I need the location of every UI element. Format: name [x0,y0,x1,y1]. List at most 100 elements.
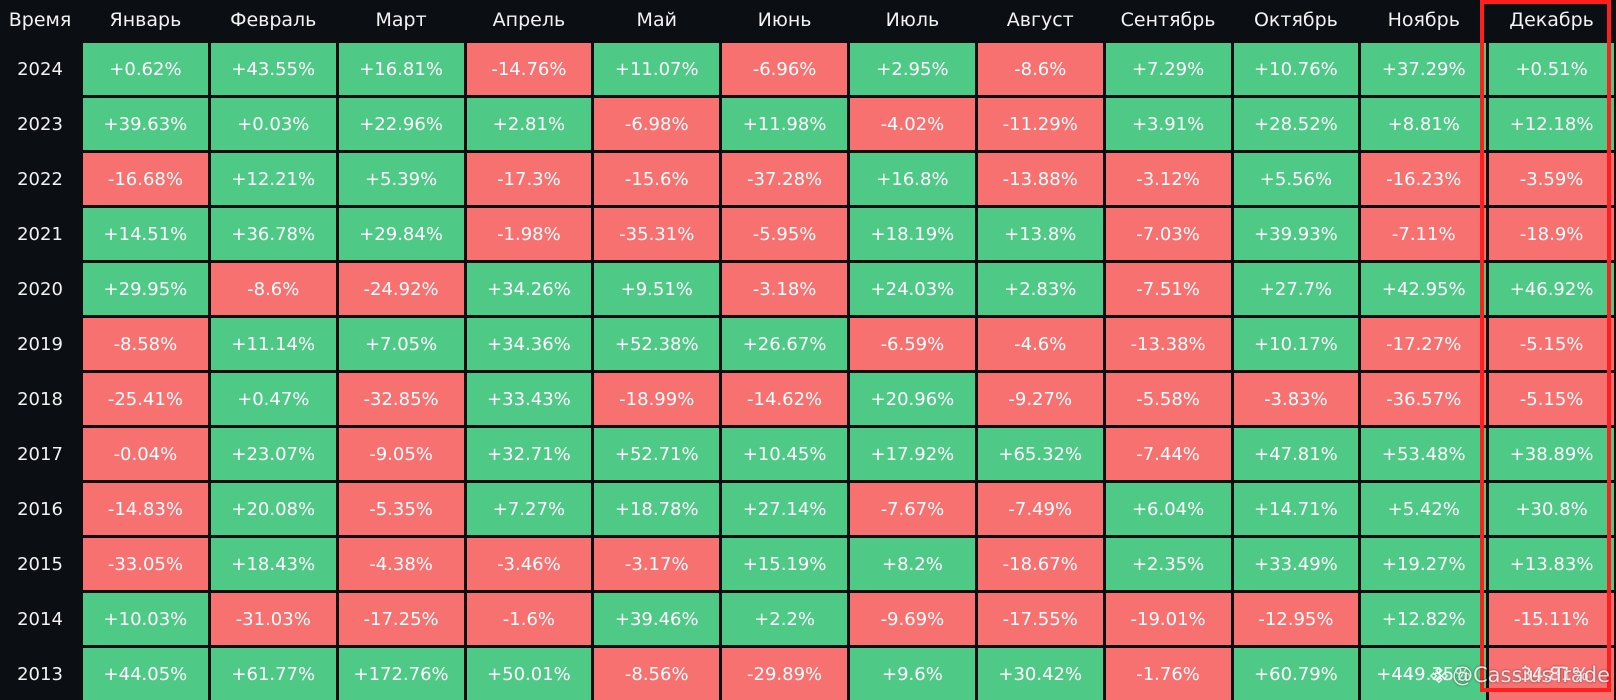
return-cell: +18.43% [210,538,336,590]
return-cell: +11.98% [722,98,847,150]
return-cell: -17.55% [977,593,1103,645]
return-cell: -3.18% [722,263,847,315]
return-cell: +12.82% [1361,593,1487,645]
return-cell: -13.88% [977,153,1103,205]
return-cell: +34.26% [466,263,592,315]
year-label: 2024 [0,43,80,95]
year-label: 2023 [0,98,80,150]
return-cell: +172.76% [338,648,464,700]
return-cell: -1.98% [466,208,592,260]
return-cell: +2.35% [1105,538,1231,590]
column-header: Апрель [466,0,592,40]
return-cell: +13.83% [1489,538,1614,590]
return-cell: -29.89% [722,648,847,700]
watermark-text: @CassiusTrade [1452,663,1610,687]
column-header: Июль [850,0,975,40]
return-cell: +38.89% [1489,428,1614,480]
return-cell: +60.79% [1233,648,1359,700]
return-cell: -9.69% [850,593,975,645]
column-header: Июнь [722,0,847,40]
return-cell: -19.01% [1105,593,1231,645]
return-cell: +26.67% [722,318,847,370]
return-cell: -5.58% [1105,373,1231,425]
return-cell: +0.51% [1489,43,1614,95]
return-cell: +6.04% [1105,483,1231,535]
return-cell: -32.85% [338,373,464,425]
return-cell: +44.05% [83,648,208,700]
return-cell: -3.12% [1105,153,1231,205]
watermark: @CassiusTrade [1430,663,1610,687]
return-cell: -36.57% [1361,373,1487,425]
year-label: 2020 [0,263,80,315]
header-time-label: Время [0,0,80,40]
return-cell: -18.9% [1489,208,1614,260]
return-cell: -17.27% [1361,318,1487,370]
column-header: Март [338,0,464,40]
return-cell: -1.6% [466,593,592,645]
return-cell: -17.3% [466,153,592,205]
return-cell: +12.18% [1489,98,1614,150]
year-label: 2021 [0,208,80,260]
return-cell: -14.83% [83,483,208,535]
return-cell: -3.59% [1489,153,1614,205]
return-cell: +0.62% [83,43,208,95]
year-label: 2013 [0,648,80,700]
return-cell: +65.32% [977,428,1103,480]
return-cell: -17.25% [338,593,464,645]
return-cell: -7.67% [850,483,975,535]
return-cell: +0.03% [210,98,336,150]
return-cell: +5.42% [1361,483,1487,535]
year-label: 2022 [0,153,80,205]
return-cell: -18.99% [594,373,720,425]
return-cell: +33.49% [1233,538,1359,590]
column-header: Ноябрь [1361,0,1487,40]
return-cell: -7.44% [1105,428,1231,480]
return-cell: +8.2% [850,538,975,590]
return-cell: +22.96% [338,98,464,150]
return-cell: -15.6% [594,153,720,205]
return-cell: +61.77% [210,648,336,700]
return-cell: +33.43% [466,373,592,425]
return-cell: -0.04% [83,428,208,480]
return-cell: +15.19% [722,538,847,590]
return-cell: -18.67% [977,538,1103,590]
return-cell: +42.95% [1361,263,1487,315]
year-label: 2019 [0,318,80,370]
return-cell: +34.36% [466,318,592,370]
return-cell: +7.29% [1105,43,1231,95]
return-cell: +13.8% [977,208,1103,260]
return-cell: +8.81% [1361,98,1487,150]
return-cell: -14.62% [722,373,847,425]
return-cell: +10.45% [722,428,847,480]
return-cell: +37.29% [1361,43,1487,95]
return-cell: +14.51% [83,208,208,260]
return-cell: +36.78% [210,208,336,260]
return-cell: -3.17% [594,538,720,590]
return-cell: -8.58% [83,318,208,370]
return-cell: +39.63% [83,98,208,150]
return-cell: +27.14% [722,483,847,535]
return-cell: +9.6% [850,648,975,700]
return-cell: +27.7% [1233,263,1359,315]
return-cell: +3.91% [1105,98,1231,150]
return-cell: +10.76% [1233,43,1359,95]
return-cell: -8.6% [977,43,1103,95]
return-cell: +18.19% [850,208,975,260]
return-cell: +449.35% [1361,648,1487,700]
return-cell: +5.56% [1233,153,1359,205]
return-cell: +39.93% [1233,208,1359,260]
year-label: 2015 [0,538,80,590]
return-cell: -13.38% [1105,318,1231,370]
return-cell: +7.05% [338,318,464,370]
return-cell: +18.78% [594,483,720,535]
return-cell: -14.76% [466,43,592,95]
return-cell: -5.15% [1489,318,1614,370]
binance-square-icon [1430,666,1448,684]
return-cell: -8.56% [594,648,720,700]
return-cell: -7.49% [977,483,1103,535]
return-cell: -35.31% [594,208,720,260]
return-cell: -5.35% [338,483,464,535]
column-header: Февраль [210,0,336,40]
return-cell: -1.76% [1105,648,1231,700]
